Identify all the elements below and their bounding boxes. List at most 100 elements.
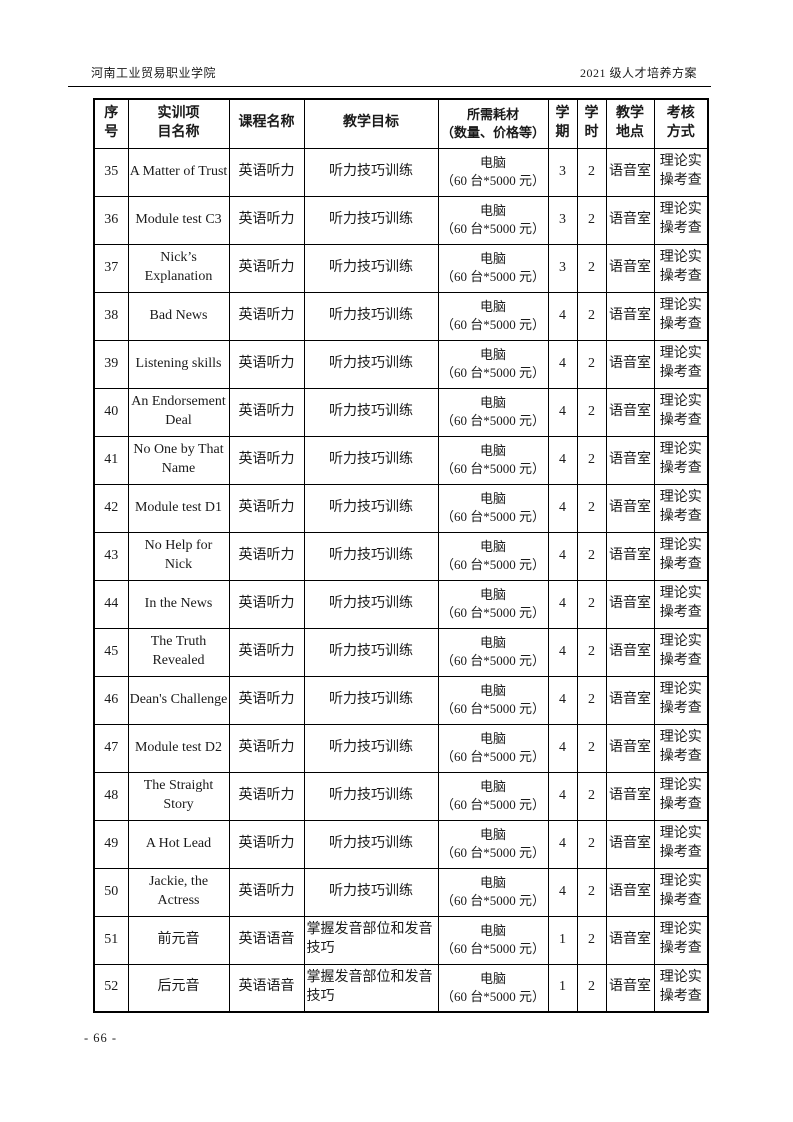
page-header: 河南工业贸易职业学院 2021 级人才培养方案 bbox=[68, 64, 711, 87]
project-name: Module test C3 bbox=[127, 195, 230, 245]
project-name: A Matter of Trust bbox=[127, 147, 230, 197]
course-name: 英语听力 bbox=[228, 435, 305, 485]
location: 语音室 bbox=[605, 483, 655, 533]
course-name: 英语听力 bbox=[228, 771, 305, 821]
project-name: Jackie, the Actress bbox=[127, 867, 230, 917]
hours: 2 bbox=[576, 291, 607, 341]
semester: 4 bbox=[547, 867, 578, 917]
assessment: 理论实操考查 bbox=[653, 579, 709, 629]
course-name: 英语听力 bbox=[228, 627, 305, 677]
semester: 4 bbox=[547, 723, 578, 773]
materials: 电脑 （60 台*5000 元） bbox=[437, 963, 549, 1013]
teaching-goal: 听力技巧训练 bbox=[303, 627, 439, 677]
assessment: 理论实操考查 bbox=[653, 387, 709, 437]
hours: 2 bbox=[576, 387, 607, 437]
course-name: 英语听力 bbox=[228, 291, 305, 341]
project-name: No One by That Name bbox=[127, 435, 230, 485]
teaching-goal: 听力技巧训练 bbox=[303, 771, 439, 821]
seq-no: 44 bbox=[93, 579, 129, 629]
table-row: 45 The Truth Revealed 英语听力 听力技巧训练 电脑 （60 台*5… bbox=[93, 627, 709, 677]
semester: 4 bbox=[547, 771, 578, 821]
teaching-goal: 听力技巧训练 bbox=[303, 435, 439, 485]
location: 语音室 bbox=[605, 147, 655, 197]
table-row: 39 Listening skills 英语听力 听力技巧训练 电脑 （60 台*500… bbox=[93, 339, 709, 389]
location: 语音室 bbox=[605, 867, 655, 917]
column-header-project-name: 实训项 目名称 bbox=[127, 98, 230, 149]
teaching-goal: 听力技巧训练 bbox=[303, 243, 439, 293]
project-name: The Truth Revealed bbox=[127, 627, 230, 677]
semester: 4 bbox=[547, 387, 578, 437]
column-header-hours: 学 时 bbox=[576, 98, 607, 149]
seq-no: 40 bbox=[93, 387, 129, 437]
column-header-assessment: 考核 方式 bbox=[653, 98, 709, 149]
semester: 4 bbox=[547, 579, 578, 629]
school-name: 河南工业贸易职业学院 bbox=[91, 66, 217, 80]
assessment: 理论实操考查 bbox=[653, 867, 709, 917]
location: 语音室 bbox=[605, 579, 655, 629]
seq-no: 39 bbox=[93, 339, 129, 389]
assessment: 理论实操考查 bbox=[653, 147, 709, 197]
location: 语音室 bbox=[605, 339, 655, 389]
seq-no: 48 bbox=[93, 771, 129, 821]
semester: 4 bbox=[547, 627, 578, 677]
semester: 1 bbox=[547, 915, 578, 965]
table-row: 38 Bad News 英语听力 听力技巧训练 电脑 （60 台*5000 元） 4 2 语音… bbox=[93, 291, 709, 341]
table-row: 47 Module test D2 英语听力 听力技巧训练 电脑 （60 台*5000 … bbox=[93, 723, 709, 773]
location: 语音室 bbox=[605, 723, 655, 773]
table-row: 40 An Endorsement Deal 英语听力 听力技巧训练 电脑 （60 台*… bbox=[93, 387, 709, 437]
hours: 2 bbox=[576, 243, 607, 293]
project-name: Listening skills bbox=[127, 339, 230, 389]
project-name: The Straight Story bbox=[127, 771, 230, 821]
teaching-goal: 掌握发音部位和发音技巧 bbox=[303, 915, 439, 965]
assessment: 理论实操考查 bbox=[653, 531, 709, 581]
page-number: - 66 - bbox=[84, 1031, 118, 1045]
column-header-materials: 所需耗材 （数量、价格等） bbox=[437, 98, 549, 149]
materials: 电脑 （60 台*5000 元） bbox=[437, 435, 549, 485]
seq-no: 51 bbox=[93, 915, 129, 965]
project-name: Module test D2 bbox=[127, 723, 230, 773]
column-header-seq-no: 序 号 bbox=[93, 98, 129, 149]
materials: 电脑 （60 台*5000 元） bbox=[437, 195, 549, 245]
course-name: 英语听力 bbox=[228, 579, 305, 629]
location: 语音室 bbox=[605, 771, 655, 821]
project-name: No Help for Nick bbox=[127, 531, 230, 581]
semester: 4 bbox=[547, 531, 578, 581]
location: 语音室 bbox=[605, 243, 655, 293]
project-name: 前元音 bbox=[127, 915, 230, 965]
teaching-goal: 听力技巧训练 bbox=[303, 867, 439, 917]
table-header-row: 序 号实训项 目名称 课程名称 教学目标 所需耗材 （数量、价格等）学 期学 时教学 … bbox=[93, 98, 709, 149]
materials: 电脑 （60 台*5000 元） bbox=[437, 147, 549, 197]
hours: 2 bbox=[576, 675, 607, 725]
assessment: 理论实操考查 bbox=[653, 339, 709, 389]
seq-no: 41 bbox=[93, 435, 129, 485]
semester: 3 bbox=[547, 147, 578, 197]
course-name: 英语听力 bbox=[228, 387, 305, 437]
location: 语音室 bbox=[605, 387, 655, 437]
column-header-location: 教学 地点 bbox=[605, 98, 655, 149]
course-name: 英语听力 bbox=[228, 675, 305, 725]
table-row: 52 后元音 英语语音 掌握发音部位和发音技巧 电脑 （60 台*5000 元） 1 2 语音… bbox=[93, 963, 709, 1013]
assessment: 理论实操考查 bbox=[653, 291, 709, 341]
project-name: Module test D1 bbox=[127, 483, 230, 533]
materials: 电脑 （60 台*5000 元） bbox=[437, 627, 549, 677]
table-row: 36 Module test C3 英语听力 听力技巧训练 电脑 （60 台*5000 … bbox=[93, 195, 709, 245]
hours: 2 bbox=[576, 819, 607, 869]
table-row: 46 Dean's Challenge 英语听力 听力技巧训练 电脑 （60 台*500… bbox=[93, 675, 709, 725]
table-row: 37 Nick’s Explanation 英语听力 听力技巧训练 电脑 （60 台*5… bbox=[93, 243, 709, 293]
hours: 2 bbox=[576, 963, 607, 1013]
table-row: 50 Jackie, the Actress 英语听力 听力技巧训练 电脑 （60 台*… bbox=[93, 867, 709, 917]
table-row: 35 A Matter of Trust 英语听力 听力技巧训练 电脑 （60 台*50… bbox=[93, 147, 709, 197]
teaching-goal: 听力技巧训练 bbox=[303, 531, 439, 581]
project-name: 后元音 bbox=[127, 963, 230, 1013]
seq-no: 42 bbox=[93, 483, 129, 533]
materials: 电脑 （60 台*5000 元） bbox=[437, 723, 549, 773]
table-row: 41 No One by That Name 英语听力 听力技巧训练 电脑 （60 台*… bbox=[93, 435, 709, 485]
hours: 2 bbox=[576, 339, 607, 389]
seq-no: 50 bbox=[93, 867, 129, 917]
hours: 2 bbox=[576, 483, 607, 533]
semester: 4 bbox=[547, 675, 578, 725]
course-name: 英语听力 bbox=[228, 243, 305, 293]
materials: 电脑 （60 台*5000 元） bbox=[437, 819, 549, 869]
assessment: 理论实操考查 bbox=[653, 627, 709, 677]
table-row: 49 A Hot Lead 英语听力 听力技巧训练 电脑 （60 台*5000 元） 4 2… bbox=[93, 819, 709, 869]
